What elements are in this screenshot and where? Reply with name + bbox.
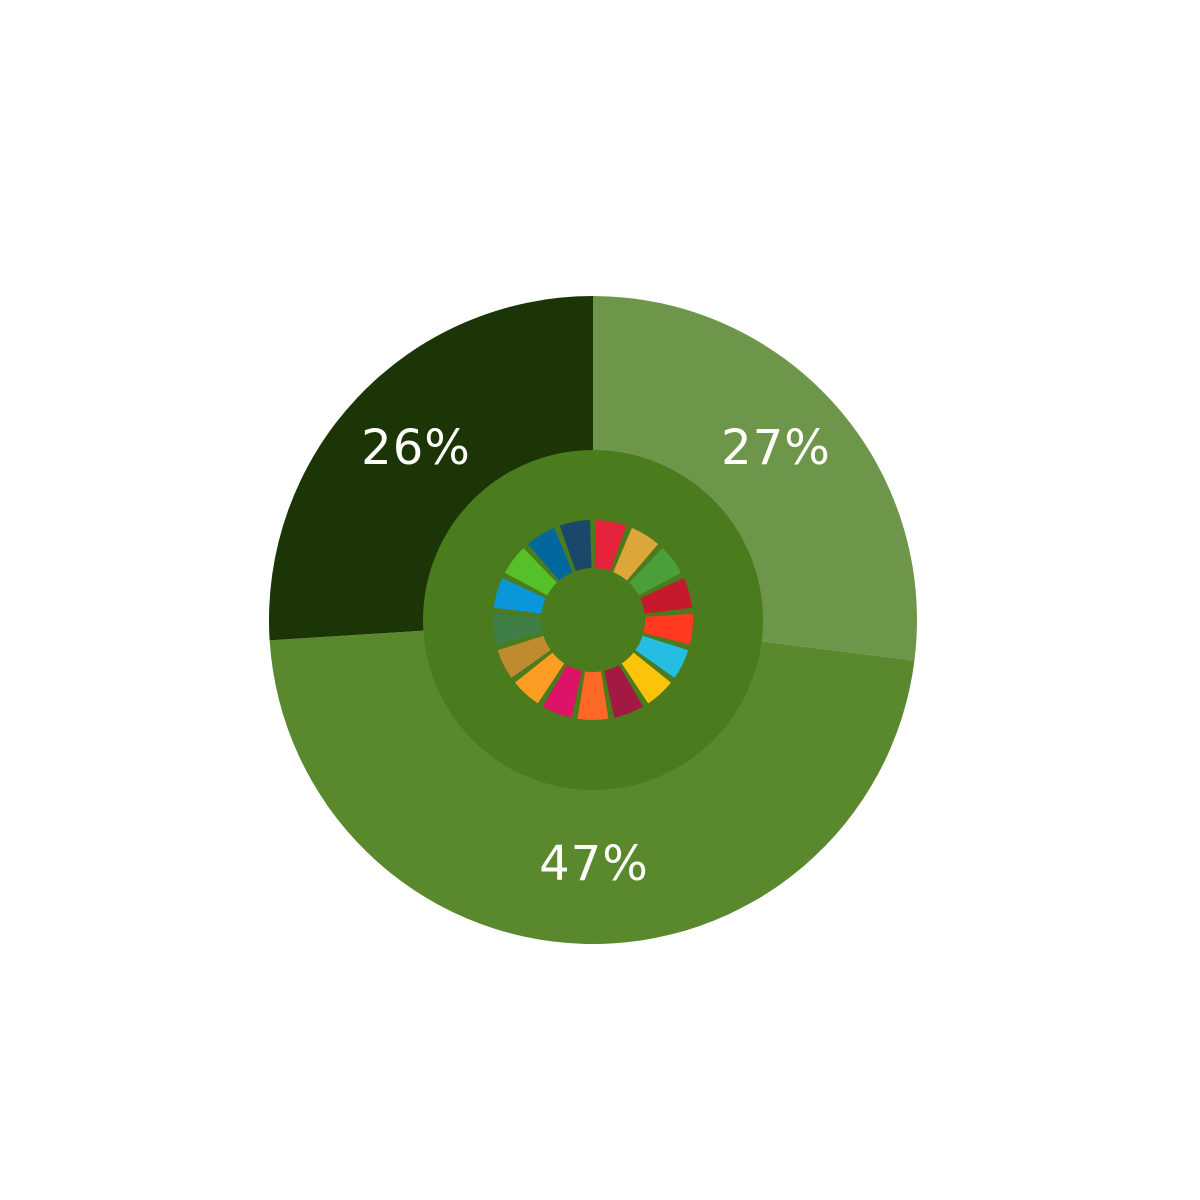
slice-labels: 27% 47% 26%	[361, 420, 831, 892]
sdg-wheel-segment	[613, 527, 659, 581]
slice-label-1: 27%	[721, 420, 831, 476]
sdg-wheel-segment	[635, 635, 689, 678]
sdg-wheel-segment	[577, 671, 609, 720]
slice-label-2: 47%	[539, 836, 649, 892]
sdg-wheel-segment	[604, 665, 644, 718]
sdg-wheel-segment	[559, 520, 592, 571]
sdg-wheel-segment	[640, 578, 693, 614]
sdg-wheel-segment	[594, 520, 627, 571]
center-disc	[423, 450, 763, 790]
sdg-wheel-segment	[492, 613, 543, 645]
sdg-wheel-segment	[629, 548, 682, 596]
sdg-wheel-segment	[497, 635, 551, 678]
sdg-wheel-segment	[493, 578, 546, 614]
sdg-wheel-icon	[492, 520, 693, 720]
sdg-wheel-segment	[515, 652, 565, 704]
sdg-wheel-segment	[542, 665, 582, 718]
sdg-wheel-segment	[504, 548, 557, 596]
slice-label-3: 26%	[361, 420, 471, 476]
sdg-wheel-segment	[643, 613, 693, 645]
sdg-wheel-segment	[621, 652, 671, 704]
sdg-wheel-segment	[527, 527, 573, 581]
